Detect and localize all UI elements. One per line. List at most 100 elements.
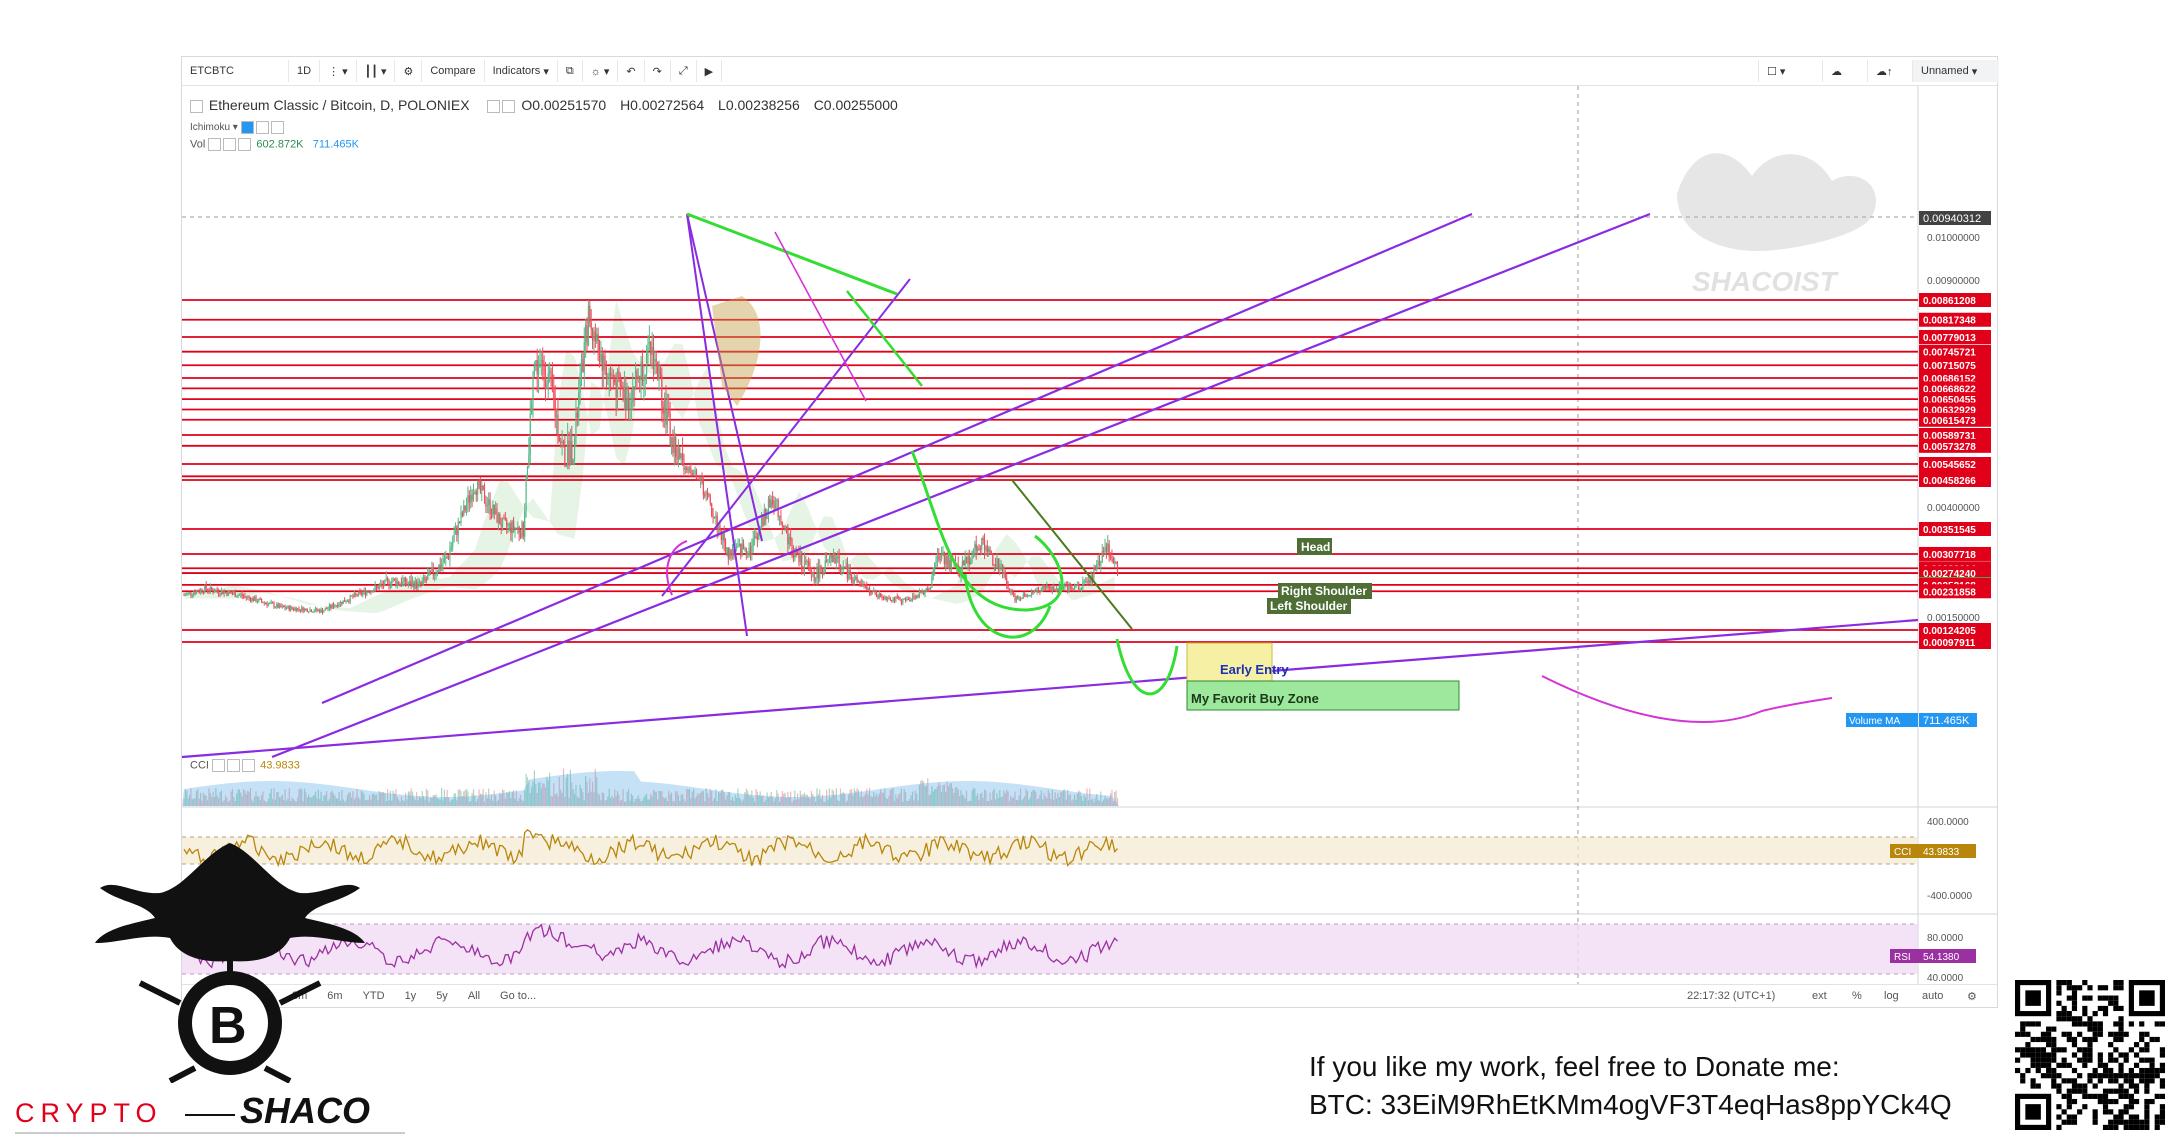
candle-body[interactable] — [983, 539, 986, 551]
candle-body[interactable] — [410, 581, 412, 587]
candle-body[interactable] — [331, 604, 333, 608]
candle-body[interactable] — [1008, 588, 1011, 592]
candle-body[interactable] — [672, 437, 674, 453]
candle-body[interactable] — [517, 527, 519, 529]
candle-body[interactable] — [467, 495, 469, 506]
candle-body[interactable] — [384, 579, 386, 587]
candle-body[interactable] — [186, 593, 188, 595]
candle-body[interactable] — [524, 510, 526, 537]
candle-body[interactable] — [364, 590, 367, 595]
candle-body[interactable] — [341, 601, 343, 604]
candle-body[interactable] — [871, 591, 873, 594]
candle-body[interactable] — [939, 558, 941, 560]
candle-body[interactable] — [346, 600, 349, 602]
candle-body[interactable] — [314, 608, 317, 611]
candle-body[interactable] — [675, 436, 677, 457]
candle-body[interactable] — [400, 584, 403, 586]
candle-body[interactable] — [776, 499, 778, 501]
candle-body[interactable] — [841, 568, 843, 570]
candle-body[interactable] — [694, 470, 696, 473]
candle-body[interactable] — [1114, 561, 1116, 564]
candle-body[interactable] — [303, 608, 306, 612]
candle-body[interactable] — [866, 586, 868, 590]
candle-body[interactable] — [996, 558, 998, 567]
candle-body[interactable] — [1022, 594, 1024, 599]
trend-line-purple[interactable] — [686, 213, 763, 542]
candle-body[interactable] — [688, 467, 691, 471]
candle-body[interactable] — [665, 400, 667, 425]
settings-icon[interactable] — [255, 121, 269, 134]
candle-body[interactable] — [932, 570, 934, 576]
candle-body[interactable] — [349, 595, 351, 602]
projection-curve-magenta[interactable] — [1541, 675, 1833, 724]
candle-body[interactable] — [454, 527, 457, 535]
candle-body[interactable] — [715, 516, 717, 518]
candle-body[interactable] — [600, 353, 602, 362]
candle-body[interactable] — [658, 366, 660, 378]
candle-body[interactable] — [862, 584, 864, 586]
candle-body[interactable] — [1040, 589, 1042, 592]
candle-body[interactable] — [1109, 556, 1112, 558]
candle-body[interactable] — [669, 413, 671, 446]
candle-body[interactable] — [615, 382, 617, 398]
candle-body[interactable] — [784, 526, 786, 528]
candle-body[interactable] — [506, 519, 508, 526]
candle-body[interactable] — [447, 558, 450, 560]
candle-body[interactable] — [543, 365, 545, 375]
trend-lines[interactable] — [182, 212, 1919, 759]
candle-body[interactable] — [1047, 585, 1049, 588]
candle-body[interactable] — [326, 608, 328, 610]
indicators-button[interactable]: Indicators ▾ — [485, 60, 558, 82]
candle-body[interactable] — [490, 513, 493, 515]
candle-body[interactable] — [1013, 592, 1015, 595]
gear-icon[interactable]: ⚙ — [1967, 990, 1977, 1003]
candle-body[interactable] — [794, 550, 796, 558]
candle-body[interactable] — [655, 359, 657, 362]
candle-body[interactable] — [979, 549, 981, 551]
candle-body[interactable] — [977, 547, 979, 552]
candle-body[interactable] — [220, 590, 222, 595]
candle-body[interactable] — [531, 403, 533, 414]
candle-body[interactable] — [459, 521, 461, 523]
candle-body[interactable] — [587, 305, 590, 346]
candle-body[interactable] — [622, 386, 624, 400]
candle-body[interactable] — [344, 600, 346, 602]
range-button[interactable]: 1y — [404, 990, 417, 1002]
candle-body[interactable] — [838, 555, 840, 568]
candle-body[interactable] — [1044, 587, 1047, 589]
candle-body[interactable] — [925, 588, 927, 592]
candle-body[interactable] — [640, 361, 642, 380]
candle-body[interactable] — [449, 549, 451, 559]
candle-body[interactable] — [464, 505, 466, 511]
candle-body[interactable] — [662, 406, 664, 414]
candle-body[interactable] — [792, 552, 794, 558]
candle-body[interactable] — [747, 553, 749, 556]
candle-body[interactable] — [608, 372, 610, 377]
candle-body[interactable] — [609, 372, 612, 376]
candle-body[interactable] — [1091, 575, 1094, 579]
range-button[interactable]: 5y — [436, 990, 448, 1002]
candle-body[interactable] — [964, 557, 966, 566]
candle-body[interactable] — [888, 598, 890, 600]
candle-body[interactable] — [963, 561, 965, 566]
candle-body[interactable] — [452, 541, 454, 547]
candle-body[interactable] — [551, 374, 554, 391]
candle-body[interactable] — [1011, 590, 1013, 593]
candle-body[interactable] — [751, 545, 753, 554]
trend-line-purple[interactable] — [686, 213, 748, 637]
candle-body[interactable] — [402, 581, 404, 586]
candle-body[interactable] — [970, 561, 972, 565]
candle-body[interactable] — [403, 577, 405, 582]
candle-body[interactable] — [612, 375, 614, 379]
candle-body[interactable] — [359, 591, 361, 593]
candle-body[interactable] — [968, 556, 970, 565]
candle-body[interactable] — [741, 543, 743, 556]
candle-body[interactable] — [305, 608, 307, 610]
candle-body[interactable] — [461, 512, 463, 516]
alert-icon[interactable]: ☼ ▾ — [583, 60, 619, 82]
candle-body[interactable] — [197, 590, 199, 592]
candle-body[interactable] — [258, 598, 260, 602]
candle-body[interactable] — [1033, 590, 1035, 593]
candle-body[interactable] — [294, 608, 296, 610]
candle-body[interactable] — [1006, 578, 1008, 586]
